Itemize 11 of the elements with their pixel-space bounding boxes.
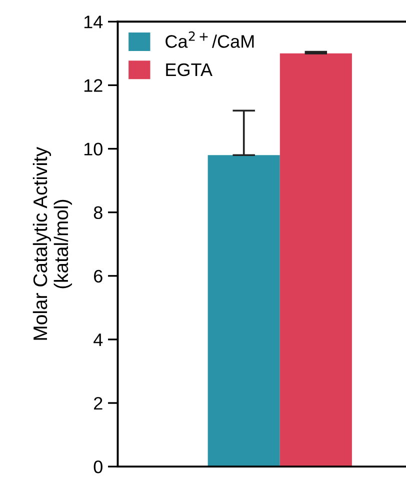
y-tick-label: 14 [84, 16, 103, 28]
legend-label: EGTA [166, 63, 212, 76]
y-tick-label: 10 [84, 142, 102, 156]
y-tick-label: 12 [84, 79, 102, 92]
y-tick-label: 0 [94, 460, 102, 474]
y-axis-title: Molar Catalytic Activity (katal/mol) [32, 146, 72, 340]
y-tick-label: 2 [94, 396, 102, 410]
y-tick-label: 8 [94, 206, 102, 220]
y-tick-label: 6 [94, 270, 102, 283]
y-tick-label: 4 [94, 334, 103, 346]
legend-label: Ca$^{2+}$/CaM [166, 31, 254, 48]
